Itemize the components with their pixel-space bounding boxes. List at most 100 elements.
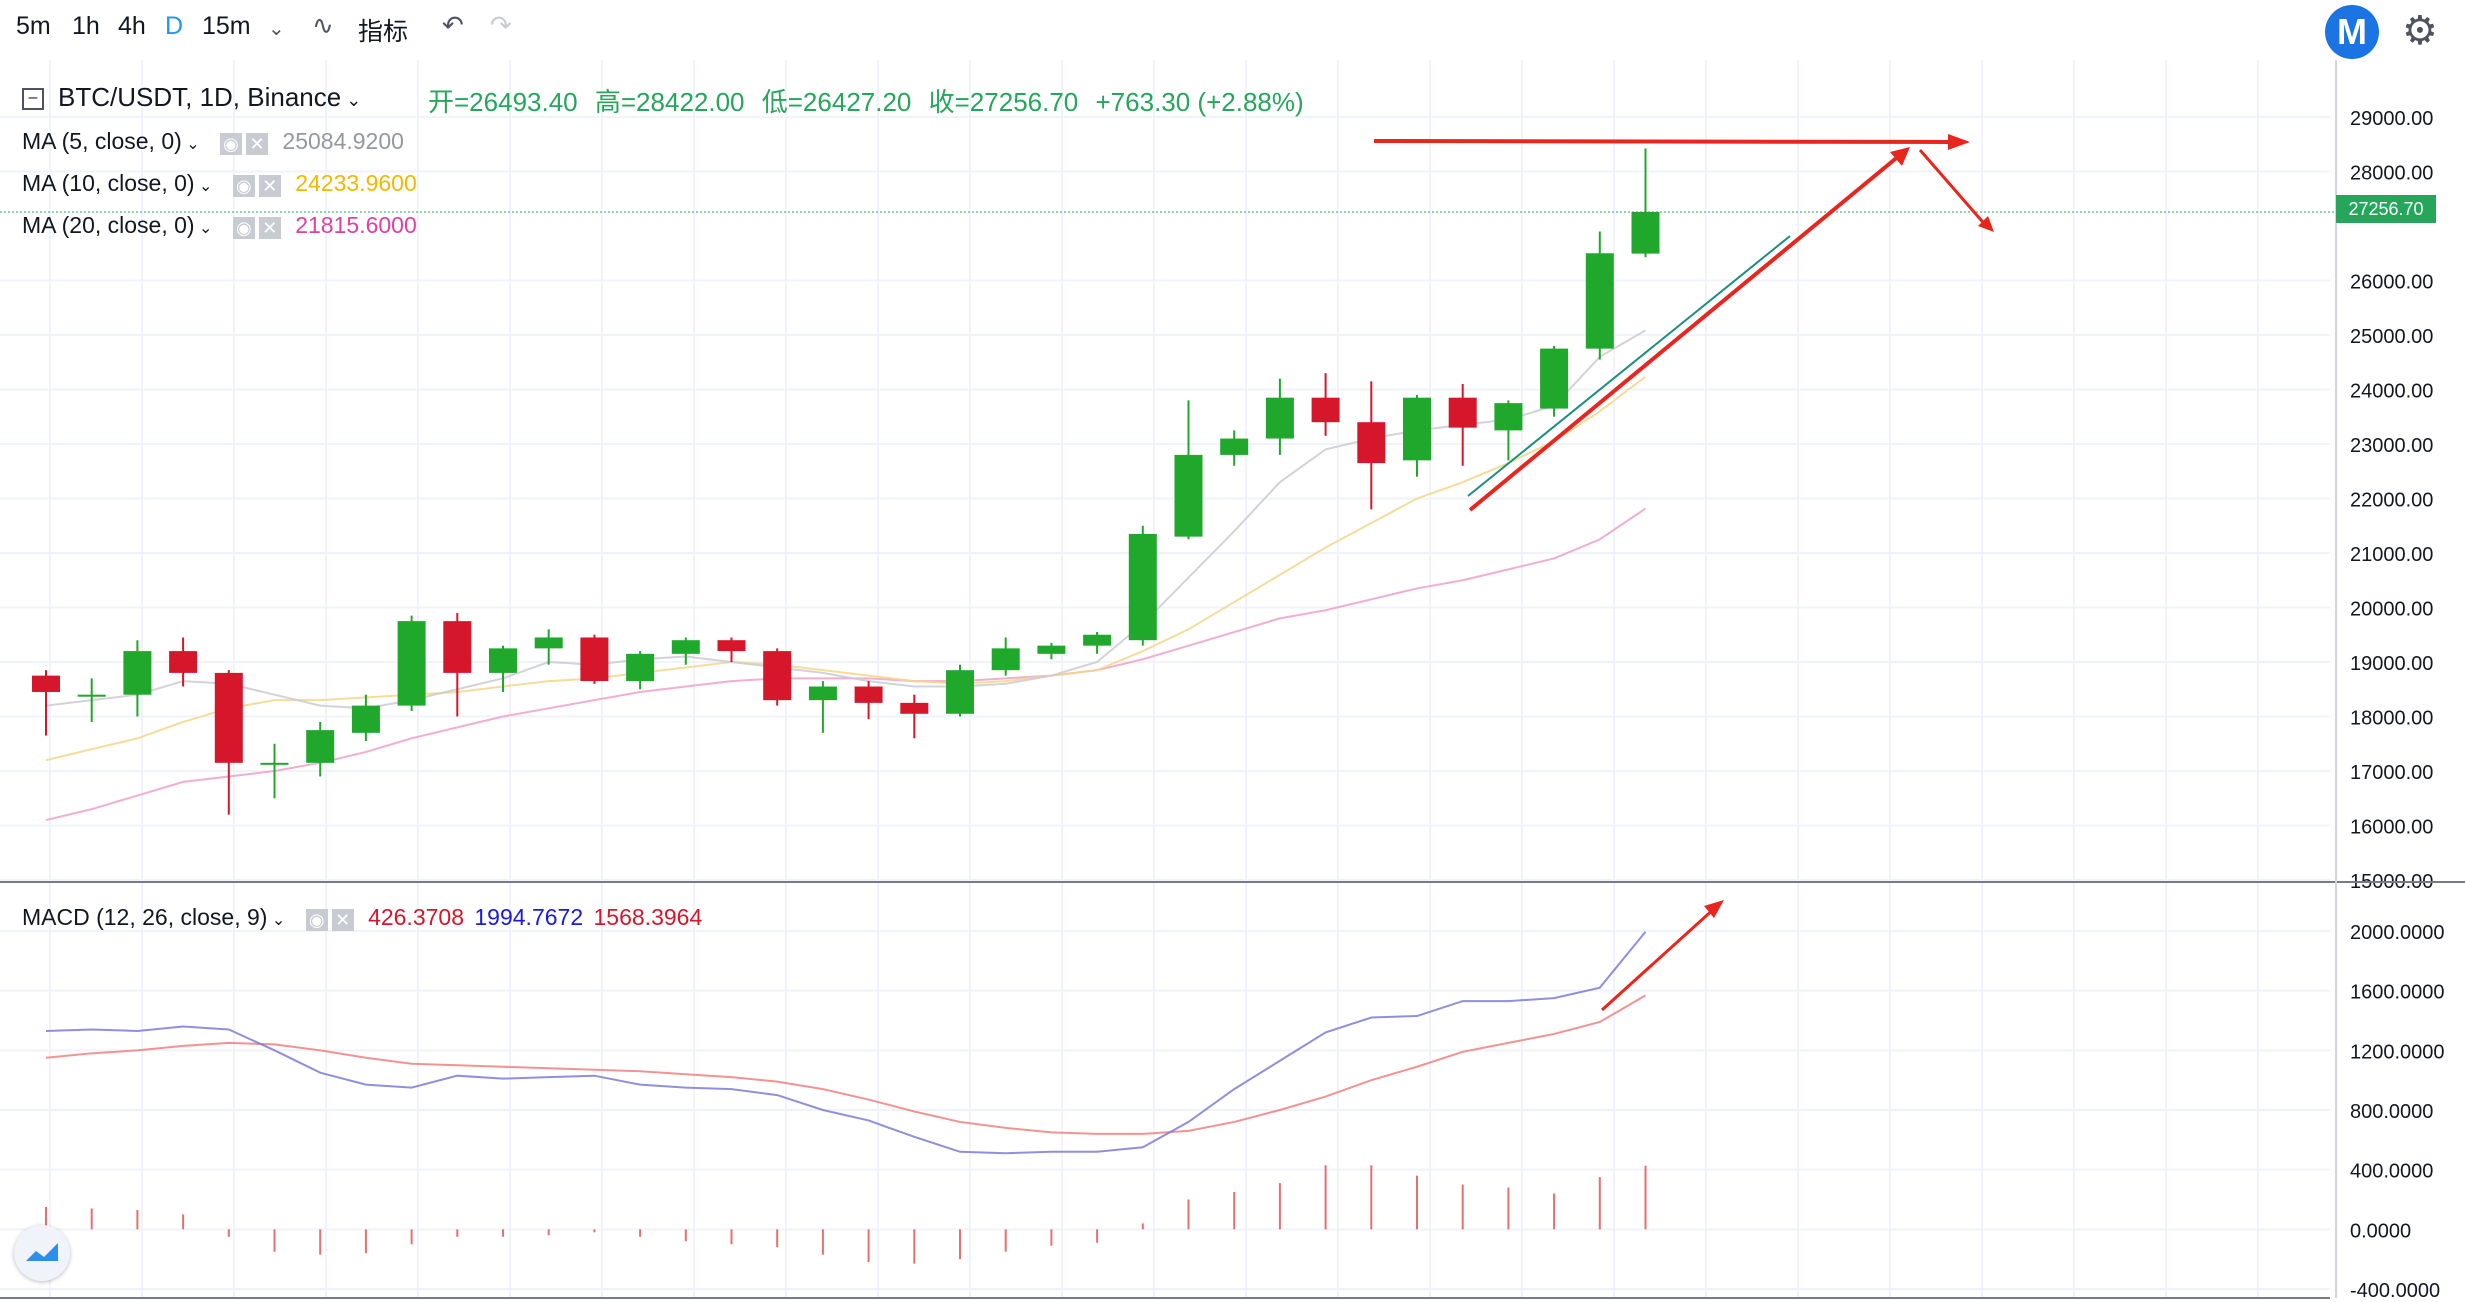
collapse-icon[interactable]: – <box>22 88 44 111</box>
macd-tick-label: 2000.0000 <box>2350 922 2445 944</box>
close-icon[interactable]: ✕ <box>258 175 281 198</box>
ma5-value: 25084.9200 <box>282 128 404 154</box>
close-icon[interactable]: ✕ <box>331 909 354 932</box>
signal-line <box>45 994 1647 1135</box>
ma5-legend[interactable]: MA (5, close, 0) ⌄ ◉ ✕ 25084.9200 <box>22 128 404 156</box>
ohlc-values: 开=26493.40 高=28422.00 低=26427.20 收=27256… <box>428 82 1314 119</box>
candle-body <box>306 730 335 763</box>
candle-body <box>1311 397 1340 423</box>
candle-body <box>1220 438 1249 455</box>
ma20-line <box>45 507 1647 822</box>
ma20-label: MA (20, close, 0) <box>22 212 195 238</box>
chevron-down-icon[interactable]: ⌄ <box>181 136 200 153</box>
price-tick-label: 29000.00 <box>2350 108 2433 130</box>
macd-signal-value: 1568.3964 <box>593 904 703 930</box>
ma10-line <box>45 375 1647 762</box>
candle-body <box>854 686 883 703</box>
candle-body <box>32 675 60 692</box>
ma10-legend[interactable]: MA (10, close, 0) ⌄ ◉ ✕ 24233.9600 <box>22 170 417 198</box>
chevron-down-icon[interactable]: ⌄ <box>267 912 286 929</box>
price-tick-label: 28000.00 <box>2350 163 2433 185</box>
candle-body <box>763 651 792 701</box>
price-tick-label: 17000.00 <box>2350 762 2433 784</box>
candle-body <box>1174 454 1203 537</box>
price-tick-label: 26000.00 <box>2350 272 2433 294</box>
ma10-label: MA (10, close, 0) <box>22 170 195 196</box>
undo-icon[interactable]: ↶ <box>442 10 464 40</box>
candle-body <box>397 621 426 706</box>
redo-icon[interactable]: ↷ <box>490 10 512 40</box>
candle-body <box>1631 212 1660 254</box>
brand-logo-icon[interactable]: M <box>2325 5 2379 59</box>
ma10-value: 24233.9600 <box>295 170 417 196</box>
chevron-down-icon[interactable]: ⌄ <box>194 178 213 195</box>
close-icon[interactable]: ✕ <box>246 133 269 156</box>
chevron-down-icon[interactable]: ⌄ <box>194 220 213 237</box>
high-value: 高=28422.00 <box>594 87 745 117</box>
price-tick-label: 24000.00 <box>2350 381 2433 403</box>
macd-tick-label: 400.0000 <box>2350 1161 2433 1183</box>
symbol-label: BTC/USDT, 1D, Binance <box>58 82 342 112</box>
macd-tick-label: 1600.0000 <box>2350 982 2445 1004</box>
candle-body <box>580 637 609 682</box>
candle-body <box>991 648 1020 671</box>
timeframe-5m[interactable]: 5m <box>16 12 51 40</box>
timeframe-4h[interactable]: 4h <box>118 12 146 40</box>
indicators-button[interactable]: 指标 <box>358 18 409 46</box>
candle-body <box>717 640 746 652</box>
timeframe-d[interactable]: D <box>165 12 184 40</box>
eye-icon[interactable]: ◉ <box>232 175 255 198</box>
macd-label: MACD (12, 26, close, 9) <box>22 904 268 930</box>
candle-body <box>214 672 243 763</box>
price-tick-label: 21000.00 <box>2350 544 2433 566</box>
horizontal-resistance-arrow <box>1373 139 1951 144</box>
macd-tick-label: 1200.0000 <box>2350 1041 2445 1063</box>
price-tick-label: 18000.00 <box>2350 708 2433 730</box>
candle-body <box>169 651 198 673</box>
candle-body <box>671 640 700 654</box>
candle-body <box>123 651 152 695</box>
trend-line <box>1467 235 1791 497</box>
open-value: 开=26493.40 <box>428 87 578 117</box>
tradingview-logo-icon[interactable] <box>14 1225 70 1281</box>
eye-icon[interactable]: ◉ <box>220 133 243 156</box>
arrow-head <box>1704 900 1724 918</box>
ma20-legend[interactable]: MA (20, close, 0) ⌄ ◉ ✕ 21815.6000 <box>22 212 417 240</box>
close-icon[interactable]: ✕ <box>258 217 281 240</box>
ma5-line <box>45 329 1647 710</box>
ma5-label: MA (5, close, 0) <box>22 128 182 154</box>
close-value: 收=27256.70 <box>928 87 1079 117</box>
candle-body <box>900 702 929 714</box>
macd-tick-label: -400.0000 <box>2350 1280 2440 1302</box>
candle-body <box>1403 397 1431 461</box>
candle-body <box>1037 645 1066 654</box>
toolbar: 5m 1h 4h D 15m ⌄ ∿ 指标 ↶ ↷ M ⚙ <box>0 0 2465 60</box>
macd-line-value: 1994.7672 <box>474 904 584 930</box>
eye-icon[interactable]: ◉ <box>232 217 255 240</box>
candle-body <box>77 694 106 697</box>
arrow-head <box>1948 134 1970 150</box>
timeframe-1h[interactable]: 1h <box>72 12 100 40</box>
ma20-value: 21815.6000 <box>295 212 417 238</box>
last-price-label: 27256.70 <box>2336 195 2436 223</box>
macd-legend[interactable]: MACD (12, 26, close, 9) ⌄ ◉ ✕ 426.3708 19… <box>22 904 702 932</box>
arrow-head <box>1890 147 1910 166</box>
gear-icon[interactable]: ⚙ <box>2402 9 2438 53</box>
eye-icon[interactable]: ◉ <box>305 909 328 932</box>
symbol-title[interactable]: – BTC/USDT, 1D, Binance ⌄ <box>22 82 361 113</box>
chevron-down-icon[interactable]: ⌄ <box>341 90 362 110</box>
candle-body <box>351 705 380 733</box>
change-value: +763.30 (+2.88%) <box>1095 87 1304 117</box>
macd-tick-label: 0.0000 <box>2350 1220 2411 1242</box>
timeframe-15m[interactable]: 15m <box>202 12 251 40</box>
indicators-icon[interactable]: ∿ <box>312 10 334 40</box>
candle-body <box>1083 634 1112 646</box>
macd-line <box>45 931 1647 1155</box>
candle-body <box>1540 348 1569 409</box>
price-tick-label: 23000.00 <box>2350 435 2433 457</box>
candle-body <box>626 653 655 682</box>
candle-body <box>1128 533 1157 641</box>
chevron-down-icon[interactable]: ⌄ <box>268 18 285 40</box>
macd-tick-label: 800.0000 <box>2350 1101 2433 1123</box>
